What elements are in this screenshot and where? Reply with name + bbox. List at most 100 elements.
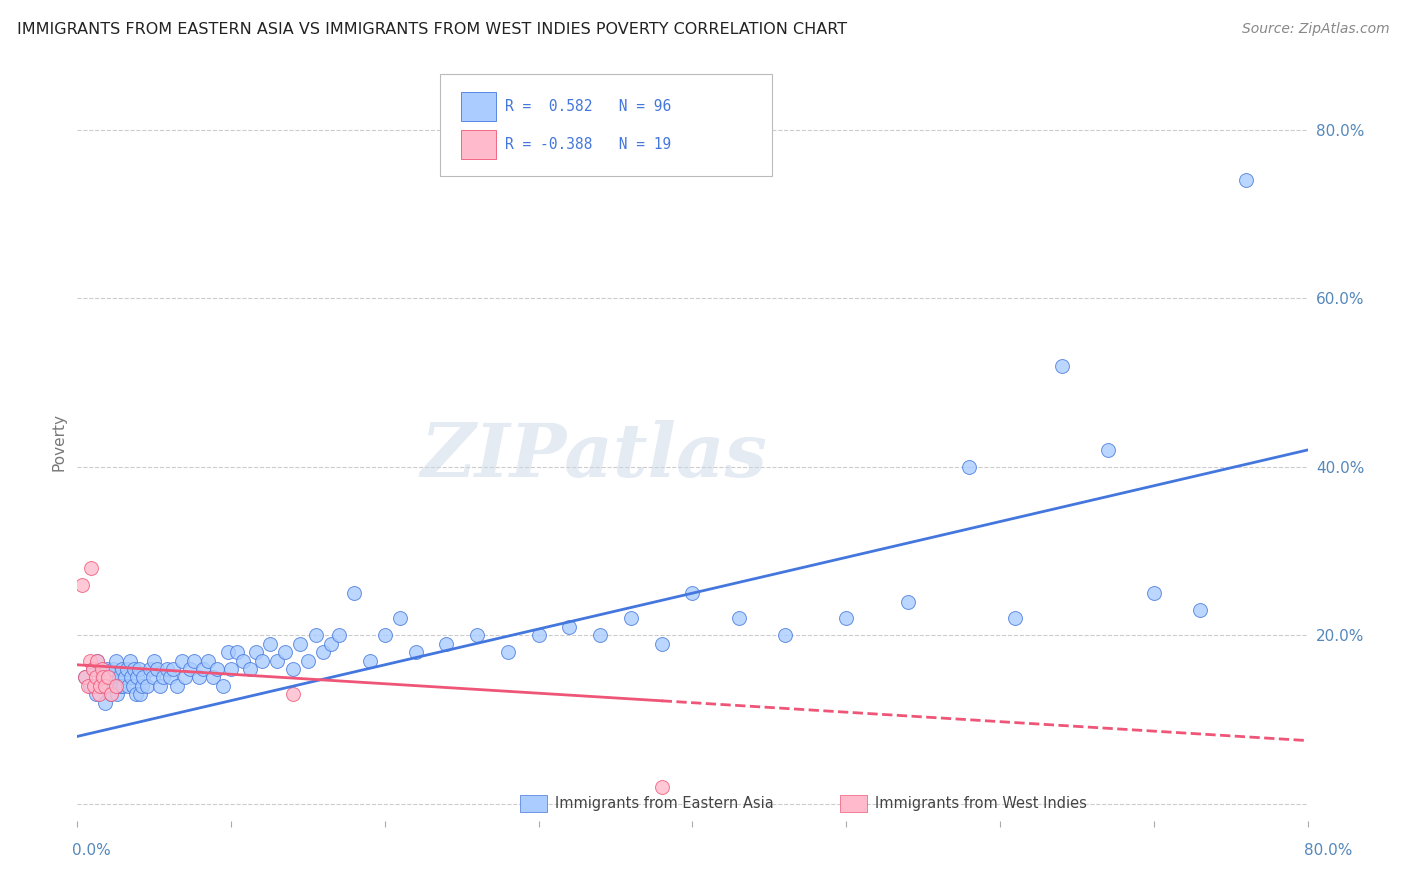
Point bbox=[89, 679, 111, 693]
Point bbox=[496, 645, 519, 659]
Point bbox=[110, 679, 132, 693]
Point bbox=[290, 637, 312, 651]
Text: R = -0.388   N = 19: R = -0.388 N = 19 bbox=[506, 136, 672, 152]
Point bbox=[682, 586, 704, 600]
Point bbox=[79, 679, 101, 693]
Point bbox=[170, 654, 193, 668]
Point bbox=[319, 637, 342, 651]
Point bbox=[100, 687, 122, 701]
Point bbox=[121, 679, 143, 693]
Text: Source: ZipAtlas.com: Source: ZipAtlas.com bbox=[1241, 22, 1389, 37]
Point bbox=[86, 654, 108, 668]
Point bbox=[143, 654, 166, 668]
Point bbox=[835, 611, 858, 625]
Point bbox=[957, 459, 980, 474]
Text: 80.0%: 80.0% bbox=[1305, 843, 1353, 858]
Point bbox=[201, 670, 224, 684]
Point bbox=[226, 645, 249, 659]
Point bbox=[266, 654, 288, 668]
Point bbox=[83, 679, 105, 693]
Point bbox=[93, 670, 115, 684]
Point bbox=[111, 662, 134, 676]
Point bbox=[104, 679, 127, 693]
Point bbox=[90, 670, 114, 684]
Text: IMMIGRANTS FROM EASTERN ASIA VS IMMIGRANTS FROM WEST INDIES POVERTY CORRELATION : IMMIGRANTS FROM EASTERN ASIA VS IMMIGRAN… bbox=[17, 22, 846, 37]
Point bbox=[281, 662, 304, 676]
Point bbox=[97, 670, 120, 684]
Point bbox=[897, 594, 920, 608]
Point bbox=[207, 662, 229, 676]
Point bbox=[312, 645, 335, 659]
Point bbox=[108, 670, 131, 684]
Point bbox=[152, 670, 174, 684]
FancyBboxPatch shape bbox=[440, 74, 772, 177]
Point bbox=[73, 670, 96, 684]
Point bbox=[727, 611, 749, 625]
Point bbox=[138, 662, 160, 676]
Point bbox=[73, 670, 96, 684]
Point bbox=[80, 561, 103, 575]
Point bbox=[274, 645, 297, 659]
Point bbox=[620, 611, 643, 625]
Point bbox=[87, 687, 110, 701]
Point bbox=[193, 662, 215, 676]
Point bbox=[115, 662, 138, 676]
Point bbox=[245, 645, 267, 659]
Point bbox=[129, 687, 152, 701]
Point bbox=[128, 662, 150, 676]
Point bbox=[132, 670, 155, 684]
Point bbox=[114, 670, 136, 684]
Point bbox=[105, 687, 128, 701]
Text: 0.0%: 0.0% bbox=[72, 843, 111, 858]
Point bbox=[135, 679, 157, 693]
Point bbox=[183, 654, 205, 668]
Point bbox=[436, 637, 458, 651]
Point bbox=[146, 662, 169, 676]
Point bbox=[86, 654, 108, 668]
Point bbox=[773, 628, 796, 642]
Point bbox=[305, 628, 328, 642]
Point bbox=[1004, 611, 1026, 625]
Point bbox=[651, 637, 673, 651]
Point bbox=[131, 679, 153, 693]
Point bbox=[212, 679, 235, 693]
FancyBboxPatch shape bbox=[461, 92, 496, 120]
Point bbox=[96, 662, 118, 676]
Point bbox=[651, 780, 673, 794]
Point bbox=[179, 662, 201, 676]
Point bbox=[174, 670, 197, 684]
Point bbox=[82, 662, 104, 676]
Point bbox=[112, 679, 135, 693]
Point bbox=[465, 628, 488, 642]
Point bbox=[118, 654, 141, 668]
Point bbox=[217, 645, 239, 659]
FancyBboxPatch shape bbox=[841, 795, 868, 812]
Point bbox=[159, 670, 181, 684]
Point bbox=[101, 662, 124, 676]
Point bbox=[359, 654, 381, 668]
Point bbox=[70, 578, 93, 592]
Point bbox=[232, 654, 254, 668]
Point bbox=[1143, 586, 1166, 600]
Point bbox=[239, 662, 262, 676]
Point bbox=[155, 662, 177, 676]
Point bbox=[94, 696, 117, 710]
Point bbox=[162, 662, 184, 676]
Point bbox=[187, 670, 209, 684]
Point bbox=[374, 628, 396, 642]
Point bbox=[100, 687, 122, 701]
Point bbox=[97, 679, 120, 693]
Point bbox=[122, 662, 145, 676]
Point bbox=[281, 687, 304, 701]
Point bbox=[89, 679, 111, 693]
FancyBboxPatch shape bbox=[520, 795, 547, 812]
Point bbox=[127, 670, 149, 684]
Point bbox=[117, 679, 139, 693]
Point bbox=[1188, 603, 1211, 617]
Point bbox=[84, 687, 107, 701]
Point bbox=[82, 662, 104, 676]
Point bbox=[90, 662, 114, 676]
Point bbox=[125, 687, 148, 701]
Point bbox=[558, 620, 581, 634]
Point bbox=[259, 637, 281, 651]
